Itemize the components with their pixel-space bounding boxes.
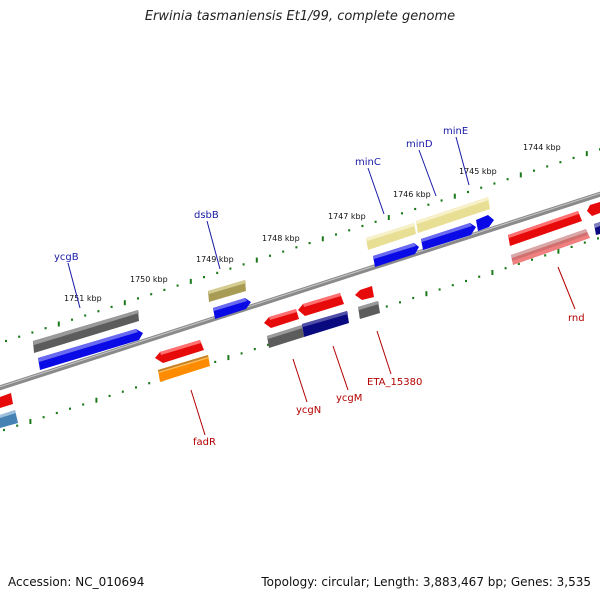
feature-orange-fadR[interactable] bbox=[158, 355, 210, 382]
scale-label: 1745 kbp bbox=[459, 167, 497, 176]
feature-blue-dsbB[interactable] bbox=[213, 298, 251, 319]
gene-label-ycgN[interactable]: ycgN bbox=[296, 405, 321, 416]
gene-label-minD[interactable]: minD bbox=[406, 139, 433, 150]
genome-backbone bbox=[0, 191, 600, 391]
feature-steelblue-left-edge[interactable] bbox=[0, 410, 18, 428]
feature-red-ycgM[interactable] bbox=[298, 293, 344, 316]
feature-blue-minC[interactable] bbox=[373, 243, 419, 267]
tick-row-top bbox=[5, 148, 600, 343]
scale-label: 1747 kbp bbox=[328, 212, 366, 221]
feature-red-right[interactable] bbox=[508, 211, 582, 246]
feature-blue-minD[interactable] bbox=[421, 223, 476, 250]
feature-red-left-edge[interactable] bbox=[0, 393, 13, 408]
feature-navy-ycgM[interactable] bbox=[302, 311, 349, 337]
feature-red-edge[interactable] bbox=[587, 202, 600, 216]
feature-pink-rnd[interactable] bbox=[511, 229, 590, 265]
gene-label-ycgM[interactable]: ycgM bbox=[336, 393, 362, 404]
gene-label-fadR[interactable]: fadR bbox=[193, 437, 216, 448]
feature-paleyellow-minC[interactable] bbox=[366, 223, 416, 250]
scale-label: 1744 kbp bbox=[523, 143, 561, 152]
feature-navy-edge[interactable] bbox=[594, 222, 600, 235]
feature-red-ETA_15380[interactable] bbox=[355, 286, 374, 300]
gene-label-ycgB[interactable]: ycgB bbox=[54, 252, 79, 263]
feature-red-ycgN[interactable] bbox=[264, 309, 299, 328]
gene-label-rnd[interactable]: rnd bbox=[568, 313, 585, 324]
feature-paleyellow-minD[interactable] bbox=[416, 197, 490, 233]
feature-blue-minE[interactable] bbox=[476, 215, 494, 231]
feature-khaki-dsbB[interactable] bbox=[208, 280, 246, 302]
gene-label-minC[interactable]: minC bbox=[355, 157, 381, 168]
scale-label: 1750 kbp bbox=[130, 275, 168, 284]
map-title: Erwinia tasmaniensis Et1/99, complete ge… bbox=[144, 9, 456, 24]
accession-text: Accession: NC_010694 bbox=[8, 575, 145, 589]
genome-summary-text: Topology: circular; Length: 3,883,467 bp… bbox=[261, 575, 591, 589]
gene-label-minE[interactable]: minE bbox=[443, 126, 468, 137]
feature-gray-ycgN[interactable] bbox=[267, 325, 304, 348]
scale-label: 1751 kbp bbox=[64, 294, 102, 303]
feature-blue-ycgB[interactable] bbox=[38, 329, 143, 370]
scale-label: 1748 kbp bbox=[262, 234, 300, 243]
gene-label-ETA_15380[interactable]: ETA_15380 bbox=[367, 377, 422, 388]
feature-red-fadR[interactable] bbox=[155, 340, 204, 363]
genome-backbone-highlight bbox=[0, 192, 600, 388]
scale-label: 1749 kbp bbox=[196, 255, 234, 264]
feature-gray-ycgB[interactable] bbox=[33, 310, 139, 353]
gene-label-dsbB[interactable]: dsbB bbox=[194, 210, 219, 221]
scale-label: 1746 kbp bbox=[393, 190, 431, 199]
feature-gray-ETA_15380[interactable] bbox=[358, 301, 380, 319]
